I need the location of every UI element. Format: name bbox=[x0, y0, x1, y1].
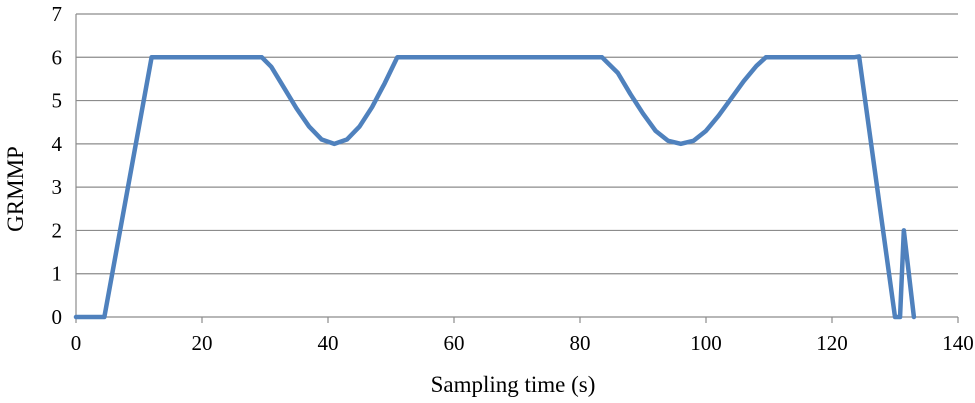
x-axis-title: Sampling time (s) bbox=[431, 372, 596, 397]
y-tick-label-5: 5 bbox=[52, 89, 63, 113]
y-tick-labels: 0 1 2 3 4 5 6 7 bbox=[52, 2, 63, 329]
x-tick-label-0: 0 bbox=[71, 331, 82, 355]
y-tick-label-1: 1 bbox=[52, 262, 63, 286]
series-layer bbox=[73, 54, 917, 320]
y-tick-label-6: 6 bbox=[52, 45, 63, 69]
y-tick-label-4: 4 bbox=[52, 132, 63, 156]
x-tick-labels: 0 20 40 60 80 100 120 140 bbox=[71, 331, 974, 355]
y-tick-label-7: 7 bbox=[52, 2, 63, 26]
x-tick-label-120: 120 bbox=[816, 331, 848, 355]
y-tick-label-0: 0 bbox=[52, 305, 63, 329]
y-tick-label-3: 3 bbox=[52, 175, 63, 199]
x-tick-label-140: 140 bbox=[942, 331, 974, 355]
gridlines bbox=[76, 13, 958, 275]
series-line-1 bbox=[73, 54, 917, 320]
y-axis-title: GRMMP bbox=[3, 146, 28, 232]
axes bbox=[75, 14, 959, 323]
x-tick-label-20: 20 bbox=[192, 331, 213, 355]
x-tick-label-40: 40 bbox=[318, 331, 339, 355]
x-tick-label-100: 100 bbox=[690, 331, 722, 355]
x-tick-label-60: 60 bbox=[444, 331, 465, 355]
x-tick-label-80: 80 bbox=[570, 331, 591, 355]
y-tick-label-2: 2 bbox=[52, 218, 63, 242]
